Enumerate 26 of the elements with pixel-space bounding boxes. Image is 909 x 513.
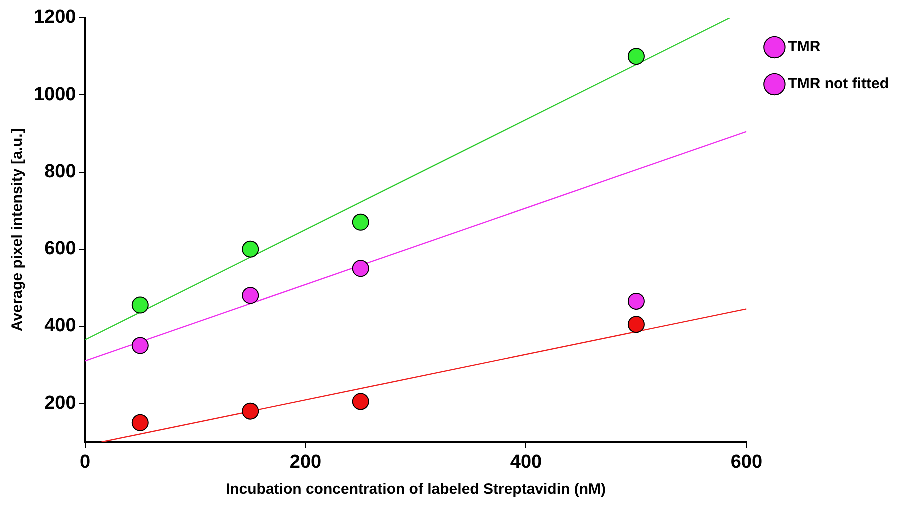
point xyxy=(132,414,149,432)
legend-label: TMR not fitted xyxy=(788,76,890,93)
point xyxy=(242,240,260,258)
x-axis-title: Incubation concentration of labeled Streptavidin (nM) xyxy=(226,481,606,498)
x-tick-label: 0 xyxy=(80,452,91,473)
y-tick-label: 600 xyxy=(44,238,76,260)
point xyxy=(628,292,645,310)
y-tick-label: 1000 xyxy=(34,84,76,106)
point xyxy=(352,393,370,410)
y-tick-label: 1200 xyxy=(34,7,76,28)
y-tick-label: 800 xyxy=(44,161,76,182)
point xyxy=(352,214,370,231)
point xyxy=(628,48,645,66)
point xyxy=(352,260,370,278)
point xyxy=(132,296,149,314)
point xyxy=(242,287,260,304)
point xyxy=(132,337,149,354)
point xyxy=(628,316,645,334)
x-tick-label: 200 xyxy=(290,452,322,473)
point xyxy=(242,402,260,420)
x-tick-label: 400 xyxy=(510,452,542,473)
legend-label: TMR xyxy=(788,38,821,56)
y-tick-label: 400 xyxy=(44,316,76,337)
x-tick-label: 600 xyxy=(730,452,763,473)
y-tick-label: 200 xyxy=(44,392,76,414)
y-axis-title: Average pixel intensity [a.u.] xyxy=(9,128,26,332)
